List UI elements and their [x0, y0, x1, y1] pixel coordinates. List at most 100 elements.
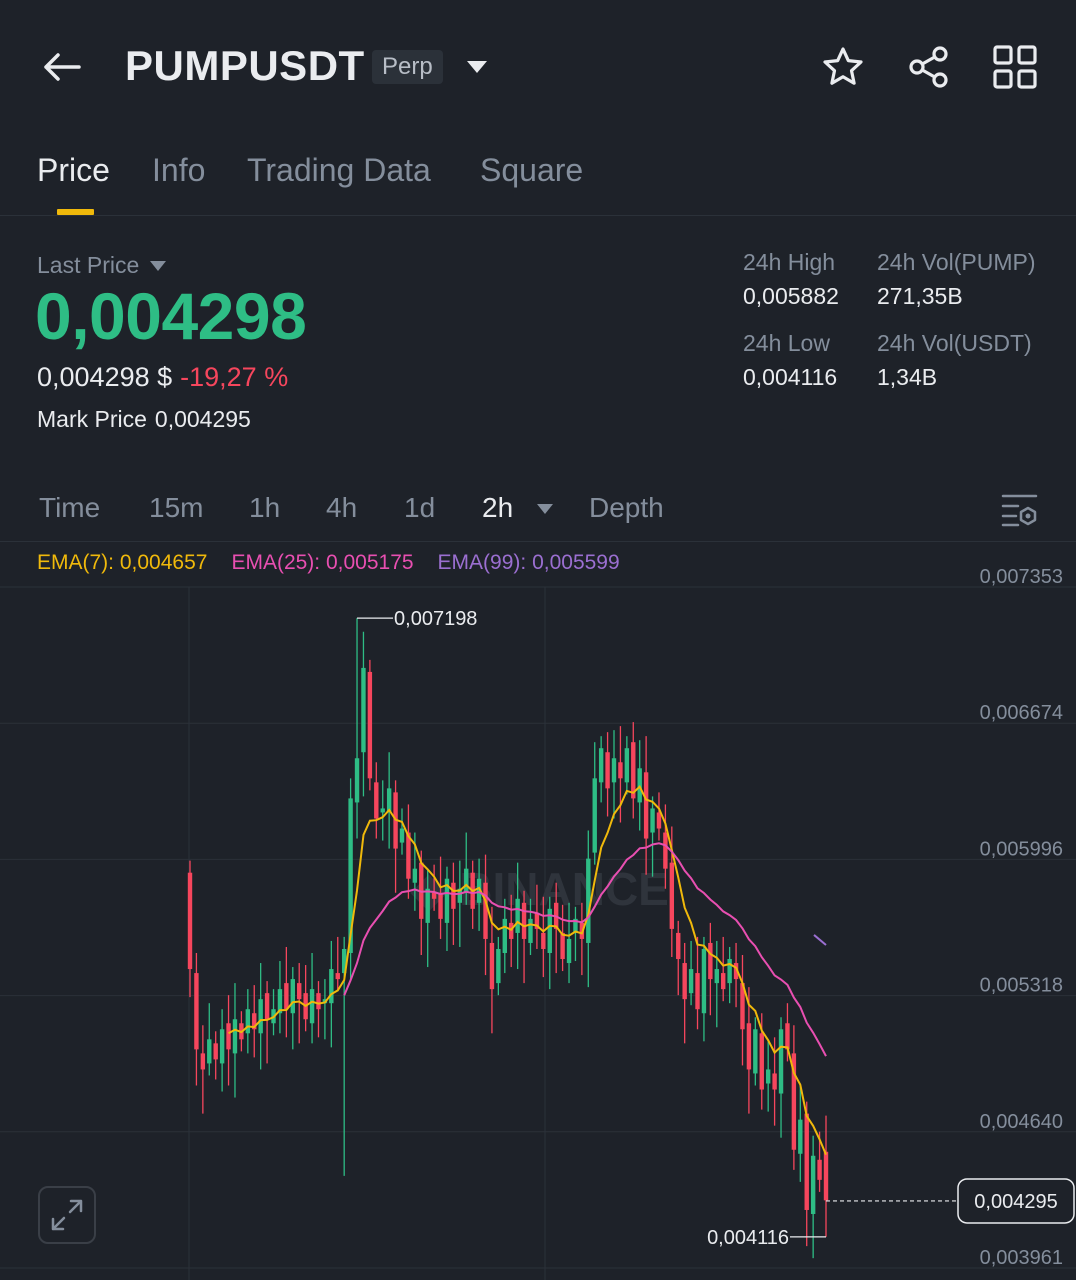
candle-body: [245, 1009, 251, 1034]
candle-body: [740, 983, 745, 1030]
symbol-dropdown-button[interactable]: [462, 52, 492, 82]
interval-time[interactable]: Time: [39, 492, 101, 523]
candle-body: [457, 888, 463, 903]
candle-body: [258, 999, 263, 1034]
interval-2h[interactable]: 2h: [482, 492, 514, 523]
candle-body: [605, 752, 610, 789]
interval-more-button[interactable]: [534, 498, 556, 520]
candle-body: [765, 1069, 771, 1084]
layout-grid-button[interactable]: [990, 42, 1040, 92]
candle-body: [701, 948, 707, 1014]
candle-body: [656, 812, 662, 829]
ema25-line: [343, 842, 827, 1057]
candle-body: [727, 959, 732, 984]
candle-body: [348, 798, 353, 953]
candle-body: [207, 1039, 212, 1064]
share-button[interactable]: [904, 42, 954, 92]
ema25-value: EMA(25): 0,005175: [231, 551, 414, 574]
candle-body: [464, 868, 469, 893]
candle-body: [399, 828, 405, 843]
candle-body: [534, 912, 540, 929]
ema7-value: EMA(7): 0,004657: [37, 551, 208, 574]
grid-icon: [993, 45, 1037, 89]
interval-depth[interactable]: Depth: [589, 492, 664, 523]
candle-body: [219, 1029, 225, 1064]
mark-price-value: 0,004295: [154, 406, 251, 432]
candle-body: [611, 758, 617, 783]
candle-body: [232, 1019, 238, 1054]
top-bar: PUMPUSDT Perp: [0, 0, 1076, 135]
caret-down-icon: [150, 260, 167, 271]
mark-price-label: Mark Price: [37, 406, 147, 432]
back-button[interactable]: [36, 44, 86, 90]
candle-body: [354, 758, 360, 803]
candle-body: [566, 938, 572, 964]
candle-body: [309, 989, 315, 1024]
candle-body: [573, 918, 578, 933]
candle-body: [682, 963, 687, 1000]
symbol-title[interactable]: PUMPUSDT: [125, 42, 365, 89]
candle-body: [804, 1113, 809, 1210]
vol-base-value: 271,35B: [877, 283, 963, 309]
candle-body: [290, 979, 295, 1014]
interval-4h[interactable]: 4h: [326, 492, 358, 523]
interval-1h[interactable]: 1h: [249, 492, 281, 523]
tab-trading-data[interactable]: Trading Data: [247, 152, 431, 188]
candle-body: [341, 948, 347, 974]
interval-1d[interactable]: 1d: [404, 492, 436, 523]
candle-body: [676, 932, 681, 960]
candle-body: [374, 782, 379, 819]
candle-body: [721, 973, 726, 990]
candle-body: [380, 808, 385, 813]
candle-body: [476, 878, 482, 903]
candle-body: [444, 878, 450, 923]
candle-body: [695, 973, 700, 1010]
candle-body: [412, 868, 418, 883]
candle-body: [335, 973, 340, 980]
favorite-button[interactable]: [818, 42, 868, 92]
candle-body: [753, 1029, 758, 1074]
tab-square[interactable]: Square: [480, 152, 584, 188]
candle-body: [624, 748, 630, 783]
current-price-box: [957, 1178, 1075, 1224]
candle-body: [367, 671, 373, 779]
tab-price[interactable]: Price: [37, 152, 110, 188]
candle-body: [329, 969, 334, 1004]
mark-price-line: Mark Price 0,004295: [37, 406, 251, 433]
ema7-line: [228, 785, 827, 1155]
candle-body: [547, 908, 552, 953]
candle-body: [483, 882, 488, 939]
candle-body: [386, 788, 392, 813]
candle-body: [772, 1073, 777, 1090]
candle-body: [252, 1013, 257, 1030]
candle-body: [406, 832, 411, 879]
candle-body: [194, 973, 199, 1050]
chart-settings-button[interactable]: [998, 488, 1042, 532]
candle-body: [618, 762, 623, 779]
high-marker-label: 0,007198: [394, 608, 477, 630]
ema99-line: [813, 934, 827, 946]
candle-body: [502, 918, 507, 953]
candlestick-chart[interactable]: ◆ BINANCE0,0071980,0041160,0073530,00667…: [0, 545, 1076, 1280]
candle-body: [733, 963, 739, 980]
chevron-down-icon: [467, 61, 487, 73]
current-price-label: 0,004295: [974, 1191, 1057, 1213]
last-price-selector[interactable]: Last Price: [37, 252, 167, 279]
candle-body: [528, 918, 533, 943]
chart-settings-icon: [1001, 494, 1038, 527]
candle-body: [200, 1053, 206, 1070]
candle-body: [598, 748, 604, 783]
tab-info[interactable]: Info: [152, 152, 206, 188]
candle-body: [521, 902, 527, 939]
star-icon: [823, 47, 863, 85]
fullscreen-button[interactable]: [38, 1186, 96, 1244]
candle-body: [643, 772, 649, 839]
candle-body: [817, 1159, 822, 1180]
interval-15m[interactable]: 15m: [149, 492, 204, 523]
y-axis-tick: 0,005318: [980, 975, 1063, 997]
candle-body: [560, 932, 565, 960]
vol-quote-label: 24h Vol(USDT): [877, 330, 1032, 356]
candle-body: [361, 667, 366, 753]
price-change-percent: -19,27 %: [180, 362, 289, 392]
ema99-value: EMA(99): 0,005599: [437, 551, 620, 574]
